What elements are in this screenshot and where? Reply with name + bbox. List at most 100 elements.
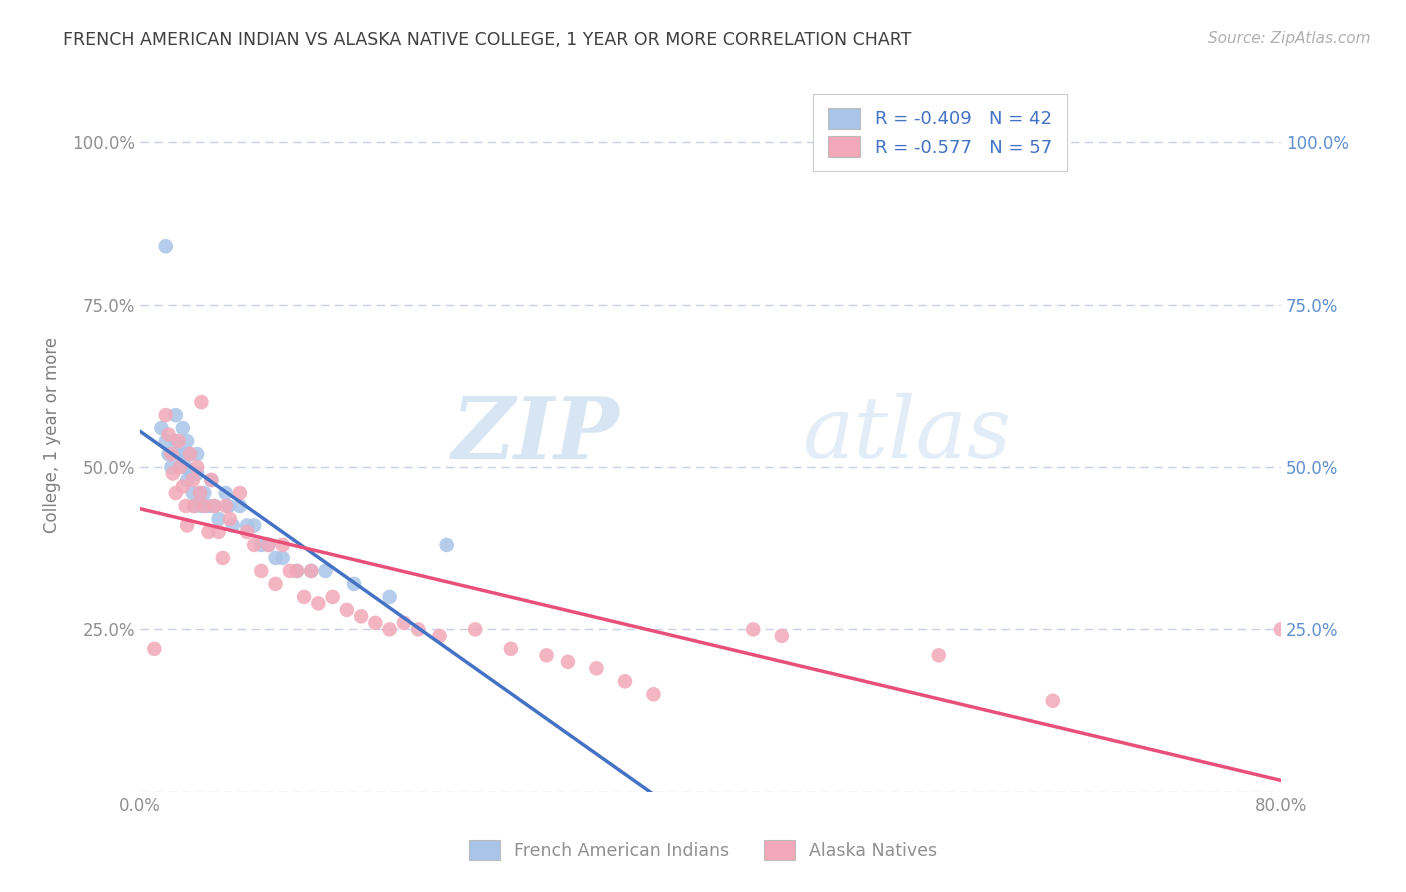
Point — [643, 687, 665, 701]
Point — [155, 408, 177, 422]
Point — [174, 460, 197, 475]
Point — [222, 518, 245, 533]
Point — [499, 641, 522, 656]
Point — [613, 674, 636, 689]
Point — [169, 460, 191, 475]
Point — [181, 486, 204, 500]
Point — [202, 499, 225, 513]
Point — [190, 395, 212, 409]
Point — [464, 623, 486, 637]
Point — [1042, 694, 1064, 708]
Point — [160, 460, 183, 475]
Point — [183, 499, 205, 513]
Point — [1270, 623, 1292, 637]
Point — [157, 447, 180, 461]
Point — [155, 239, 177, 253]
Point — [174, 499, 197, 513]
Point — [186, 447, 208, 461]
Point — [243, 538, 266, 552]
Point — [183, 499, 205, 513]
Point — [770, 629, 793, 643]
Point — [197, 499, 219, 513]
Legend: R = -0.409   N = 42, R = -0.577   N = 57: R = -0.409 N = 42, R = -0.577 N = 57 — [814, 94, 1067, 171]
Point — [200, 473, 222, 487]
Point — [378, 623, 401, 637]
Point — [165, 408, 187, 422]
Point — [214, 499, 236, 513]
Point — [167, 434, 190, 448]
Point — [257, 538, 280, 552]
Point — [188, 486, 211, 500]
Point — [176, 518, 198, 533]
Point — [172, 447, 194, 461]
Point — [160, 447, 183, 461]
Point — [299, 564, 322, 578]
Point — [307, 596, 329, 610]
Point — [172, 421, 194, 435]
Point — [336, 603, 359, 617]
Point — [176, 434, 198, 448]
Point — [271, 550, 294, 565]
Point — [193, 499, 215, 513]
Point — [197, 524, 219, 539]
Point — [202, 499, 225, 513]
Y-axis label: College, 1 year or more: College, 1 year or more — [44, 336, 60, 533]
Point — [350, 609, 373, 624]
Point — [229, 499, 252, 513]
Point — [536, 648, 558, 663]
Point — [250, 564, 273, 578]
Point — [200, 473, 222, 487]
Text: FRENCH AMERICAN INDIAN VS ALASKA NATIVE COLLEGE, 1 YEAR OR MORE CORRELATION CHAR: FRENCH AMERICAN INDIAN VS ALASKA NATIVE … — [63, 31, 911, 49]
Point — [271, 538, 294, 552]
Point — [585, 661, 607, 675]
Point — [278, 564, 301, 578]
Point — [186, 467, 208, 481]
Point — [392, 615, 415, 630]
Point — [193, 486, 215, 500]
Legend: French American Indians, Alaska Natives: French American Indians, Alaska Natives — [463, 833, 943, 867]
Point — [207, 524, 229, 539]
Point — [169, 460, 191, 475]
Point — [378, 590, 401, 604]
Point — [236, 518, 259, 533]
Point — [322, 590, 344, 604]
Point — [190, 499, 212, 513]
Point — [243, 518, 266, 533]
Point — [236, 524, 259, 539]
Point — [299, 564, 322, 578]
Point — [176, 473, 198, 487]
Point — [157, 427, 180, 442]
Point — [218, 499, 240, 513]
Point — [155, 434, 177, 448]
Point — [229, 486, 252, 500]
Point — [186, 460, 208, 475]
Point — [143, 641, 166, 656]
Point — [742, 623, 765, 637]
Point — [264, 550, 287, 565]
Point — [406, 623, 429, 637]
Point — [364, 615, 387, 630]
Point — [264, 577, 287, 591]
Point — [150, 421, 173, 435]
Point — [928, 648, 950, 663]
Point — [343, 577, 366, 591]
Text: ZIP: ZIP — [451, 392, 619, 476]
Point — [165, 486, 187, 500]
Point — [179, 447, 201, 461]
Point — [214, 486, 236, 500]
Text: atlas: atlas — [801, 393, 1011, 476]
Point — [292, 590, 315, 604]
Point — [167, 447, 190, 461]
Point — [165, 434, 187, 448]
Point — [557, 655, 579, 669]
Point — [285, 564, 308, 578]
Point — [181, 473, 204, 487]
Point — [188, 486, 211, 500]
Point — [436, 538, 458, 552]
Text: Source: ZipAtlas.com: Source: ZipAtlas.com — [1208, 31, 1371, 46]
Point — [219, 512, 242, 526]
Point — [179, 447, 201, 461]
Point — [257, 538, 280, 552]
Point — [429, 629, 451, 643]
Point — [172, 479, 194, 493]
